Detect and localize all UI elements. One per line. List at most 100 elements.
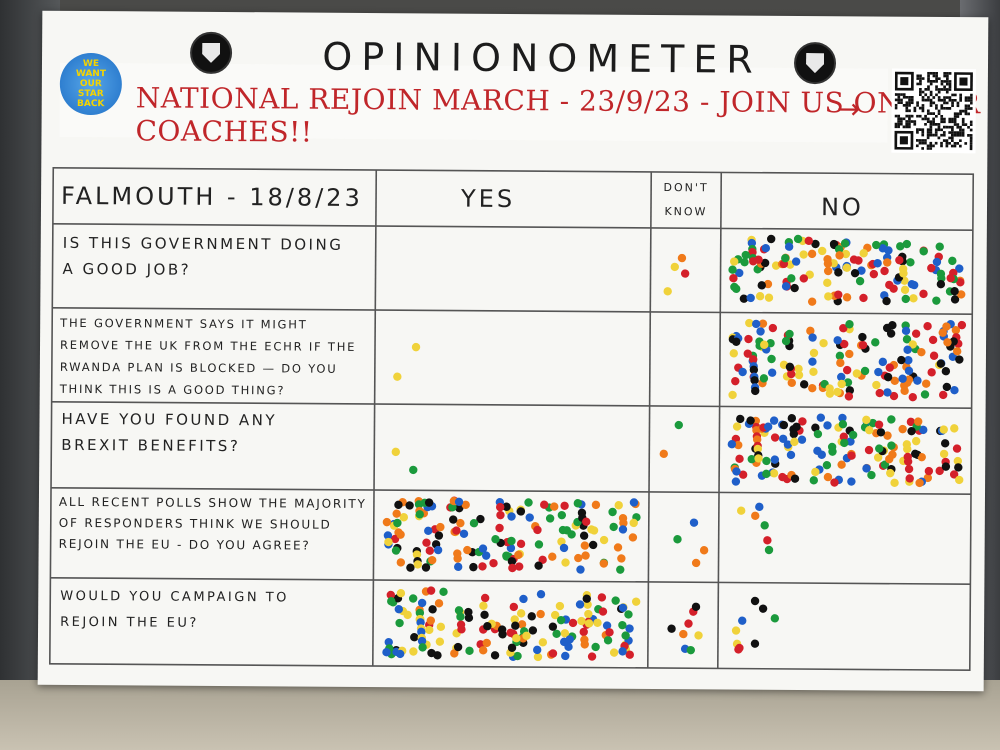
sticker-dot (579, 531, 589, 540)
sticker-dot (464, 607, 473, 617)
sticker-dot (878, 357, 888, 367)
sticker-dot (911, 436, 921, 446)
background-floor (0, 680, 1000, 750)
sticker-dot (425, 546, 435, 555)
sticker-dot (781, 282, 791, 291)
sticker-dot (824, 292, 833, 301)
sticker-dot (835, 251, 844, 260)
sticker-dot (845, 320, 854, 329)
sticker-dot (842, 263, 852, 272)
sticker-dot (743, 349, 752, 358)
sticker-dot (901, 326, 911, 336)
sticker-dot (525, 513, 534, 522)
sticker-dot (731, 376, 740, 386)
sticker-dot (904, 464, 914, 474)
sticker-dot (597, 593, 607, 602)
sticker-dot (728, 265, 737, 274)
sticker-dot (763, 422, 773, 431)
sticker-dot (507, 536, 516, 546)
sticker-dot (939, 449, 949, 459)
sticker-dot (527, 612, 536, 621)
sticker-dot (920, 390, 930, 399)
sticker-dot (895, 255, 904, 265)
sticker-dot (740, 258, 749, 267)
sticker-dot (859, 293, 868, 303)
sticker-dot (869, 269, 879, 279)
sticker-dot (834, 245, 844, 254)
sticker-dot (406, 563, 415, 572)
sticker-dot (587, 652, 597, 661)
sticker-dot (921, 379, 931, 388)
sticker-dot (557, 537, 566, 546)
sticker-dot (434, 531, 444, 540)
sticker-dot (453, 554, 462, 563)
sticker-dot (480, 610, 489, 620)
sticker-dot (923, 321, 932, 331)
sticker-dot (516, 507, 526, 516)
sticker-dot (817, 450, 826, 459)
sticker-dot (491, 534, 500, 544)
sticker-dot (498, 630, 507, 639)
sticker-dot (417, 636, 427, 646)
sticker-dot (609, 648, 619, 657)
sticker-dot (880, 266, 889, 276)
sticker-dot (548, 622, 558, 631)
sticker-dot (942, 382, 952, 392)
sticker-dot (469, 519, 479, 528)
sticker-dot (629, 498, 639, 507)
sticker-dot (618, 525, 628, 534)
sticker-dot (874, 367, 883, 377)
qr-code-icon[interactable] (891, 68, 976, 154)
sticker-dot (489, 558, 498, 568)
sticker-dot (955, 475, 964, 485)
sticker-dot (833, 336, 842, 345)
sticker-dot (750, 376, 759, 385)
sticker-dot (391, 546, 401, 555)
sticker-dot (507, 557, 517, 566)
sticker-dot (605, 628, 614, 637)
sticker-dot (839, 324, 848, 333)
sticker-dot (919, 425, 928, 435)
sticker-dot (618, 647, 627, 656)
sticker-dot (619, 518, 628, 528)
sticker-dot (599, 535, 609, 545)
sticker-dot (511, 621, 520, 630)
sticker-dot (509, 602, 519, 612)
sticker-dot (599, 559, 609, 568)
sticker-dot (834, 268, 843, 277)
sticker-dot (809, 476, 819, 485)
sticker-dot (434, 599, 444, 608)
sticker-dot (506, 628, 515, 637)
sticker-dot (781, 336, 791, 346)
sticker-dot (833, 387, 842, 397)
sticker-dot (913, 376, 922, 385)
sticker-dot (778, 472, 787, 482)
sticker-dot (887, 441, 896, 450)
sticker-dot (391, 447, 400, 457)
sticker-dot (453, 642, 463, 652)
sticker-dot (797, 435, 807, 444)
sticker-dot (738, 470, 748, 479)
sticker-dot (790, 437, 799, 447)
sticker-dot (807, 249, 817, 259)
sticker-dot (382, 648, 391, 657)
sticker-dot (887, 415, 896, 424)
sticker-dot (787, 274, 796, 283)
sticker-dot (778, 434, 788, 443)
sticker-dot (495, 523, 504, 533)
sticker-dot (625, 624, 634, 633)
sticker-dot (900, 285, 910, 295)
sticker-dot (754, 454, 763, 463)
sticker-dot (550, 610, 560, 620)
sticker-dot (548, 649, 558, 658)
sticker-dot (843, 378, 853, 387)
sticker-dot (852, 369, 862, 378)
sticker-dot (906, 258, 915, 267)
sticker-dot (949, 470, 959, 479)
sticker-dot (680, 269, 690, 278)
sticker-dot (828, 447, 837, 456)
sticker-dot (454, 606, 464, 615)
sticker-dot (625, 650, 634, 659)
sticker-dot (907, 279, 917, 289)
sticker-dot (902, 335, 912, 344)
